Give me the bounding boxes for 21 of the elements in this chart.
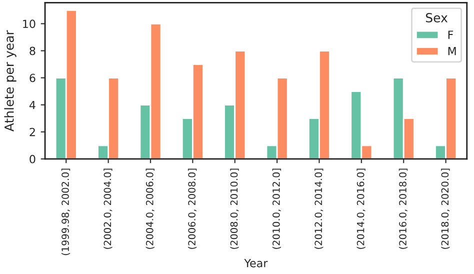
y-tick-label: 8: [30, 46, 36, 56]
x-axis-title: Year: [244, 259, 268, 268]
x-tick-label: (2006.0, 2008.0]: [188, 168, 197, 249]
x-tick-label: (2014.0, 2016.0]: [356, 168, 366, 249]
x-tick-label: (2002.0, 2004.0]: [104, 168, 112, 249]
x-tick-label: (2008.0, 2010.0]: [230, 168, 239, 249]
x-tick-label: (2004.0, 2006.0]: [146, 168, 154, 249]
y-tick-label: 0: [30, 154, 36, 164]
x-tick-label: (2010.0, 2012.0]: [272, 168, 282, 249]
y-axis-title: Athlete per year: [4, 30, 16, 132]
y-tick-label: 6: [30, 74, 36, 82]
y-tick-label: 10: [23, 20, 36, 28]
legend-title: Sex: [426, 12, 448, 22]
legend-label: F: [448, 30, 454, 39]
x-tick-label: (2012.0, 2014.0]: [314, 168, 324, 249]
y-tick-label: 4: [29, 100, 36, 110]
legend-label: M: [448, 47, 456, 56]
x-tick-label: (2016.0, 2018.0]: [398, 168, 408, 249]
y-tick-label: 2: [30, 128, 35, 136]
x-tick-label: (2018.0, 2020.0]: [441, 168, 450, 249]
x-tick-label: (1999.98, 2002.0]: [61, 168, 70, 256]
